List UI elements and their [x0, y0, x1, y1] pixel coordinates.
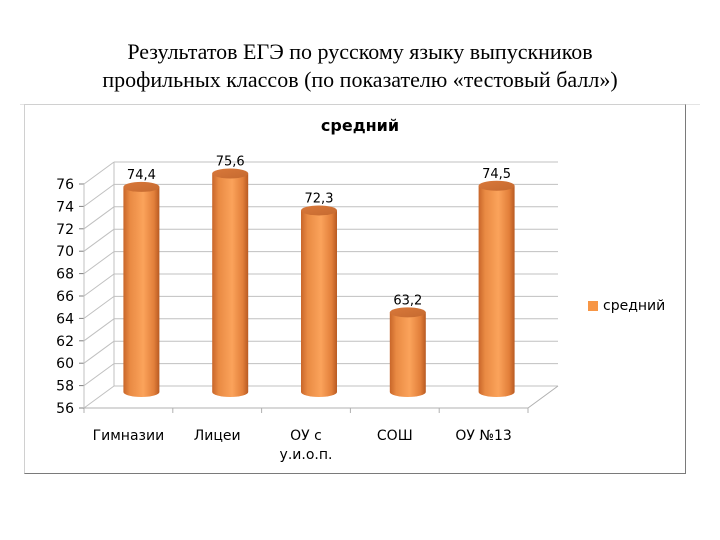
slide-title: Результатов ЕГЭ по русскому языку выпуск… [0, 38, 720, 94]
x-axis-labels: Гимназии Лицеи ОУ с у.и.о.п. СОШ ОУ №13 [93, 428, 512, 463]
chart-title: средний [320, 116, 400, 135]
y-tick-label: 60 [56, 356, 74, 372]
data-label: 63,2 [393, 293, 422, 308]
bar-4 [478, 180, 515, 397]
y-tick-label: 70 [56, 244, 74, 260]
y-tick-label: 56 [56, 401, 74, 417]
slide-title-line1: Результатов ЕГЭ по русскому языку выпуск… [127, 39, 593, 64]
data-label: 72,3 [305, 191, 334, 206]
data-labels: 74,4 75,6 72,3 63,2 74,5 [127, 154, 511, 308]
bar-1 [212, 168, 249, 397]
x-category-label: у.и.о.п. [280, 447, 333, 463]
x-category-label: ОУ №13 [455, 428, 511, 444]
bars [123, 168, 515, 397]
y-tick-label: 62 [56, 334, 74, 350]
y-tick-label: 74 [56, 199, 74, 215]
legend: средний [588, 298, 665, 314]
legend-swatch-icon [588, 301, 598, 311]
y-tick-label: 76 [56, 177, 74, 193]
data-label: 75,6 [216, 154, 245, 169]
x-category-label: СОШ [377, 428, 413, 444]
y-tick-label: 58 [56, 379, 74, 395]
bar-2 [301, 205, 337, 397]
y-axis: 56 58 60 62 64 66 68 70 72 74 76 [56, 177, 85, 417]
x-category-label: Лицеи [194, 428, 241, 444]
data-label: 74,5 [482, 167, 511, 182]
y-tick-label: 72 [56, 222, 74, 238]
y-tick-label: 68 [56, 267, 74, 283]
y-tick-label: 66 [56, 289, 74, 305]
bar-0 [123, 181, 160, 397]
x-category-label: Гимназии [93, 428, 165, 444]
legend-label: средний [603, 298, 666, 314]
data-label: 74,4 [127, 168, 156, 183]
slide-title-line2: профильных классов (по показателю «тесто… [102, 67, 618, 92]
bar-3 [389, 307, 426, 397]
y-tick-label: 64 [56, 311, 74, 327]
x-category-label: ОУ с [290, 428, 322, 444]
